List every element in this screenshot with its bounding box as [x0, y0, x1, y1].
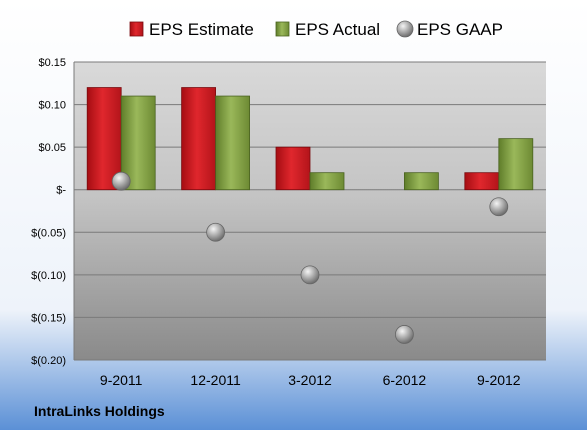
legend-label: EPS GAAP	[417, 20, 503, 39]
y-tick-label: $0.05	[38, 142, 66, 154]
x-category-label: 3-2012	[288, 372, 332, 388]
point-eps-gaap	[206, 222, 226, 242]
legend-swatch-estimate	[129, 21, 144, 37]
y-tick-label: $0.15	[38, 57, 66, 69]
point-eps-gaap	[394, 325, 414, 344]
bar-eps-estimate	[464, 172, 500, 191]
legend: EPS Estimate EPS Actual EPS GAAP	[129, 20, 503, 39]
legend-swatch-actual	[275, 21, 290, 37]
y-tick-label: $(0.05)	[31, 227, 66, 239]
x-category-label: 12-2011	[190, 372, 241, 388]
x-category-label: 9-2011	[100, 372, 143, 388]
point-eps-gaap	[489, 197, 509, 217]
y-tick-label: $-	[56, 185, 66, 197]
bar-eps-estimate	[275, 146, 311, 191]
bar-eps-actual	[498, 138, 534, 191]
y-tick-label: $(0.10)	[31, 270, 66, 282]
company-name: IntraLinks Holdings	[34, 403, 165, 419]
x-category-label: 9-2012	[477, 372, 521, 388]
x-category-label: 6-2012	[383, 372, 427, 388]
y-tick-label: $(0.20)	[31, 355, 66, 367]
bar-eps-actual	[215, 95, 251, 191]
point-eps-gaap	[111, 171, 131, 191]
y-tick-label: $0.10	[38, 100, 66, 112]
y-axis-ticks: $0.15 $0.10 $0.05 $- $(0.05) $(0.10) $(0.15) $(…	[31, 57, 66, 367]
bar-eps-actual	[403, 172, 439, 191]
legend-label: EPS Estimate	[149, 20, 254, 39]
x-axis-categories: 9-2011 12-2011 3-2012 6-2012 9-2012	[100, 372, 521, 388]
bars	[86, 87, 534, 191]
legend-swatch-gaap	[396, 20, 414, 38]
legend-label: EPS Actual	[295, 20, 380, 39]
bar-eps-actual	[309, 172, 345, 191]
gaap-points	[111, 171, 509, 344]
y-tick-label: $(0.15)	[31, 312, 66, 324]
bar-eps-estimate	[181, 87, 217, 191]
point-eps-gaap	[300, 265, 320, 285]
